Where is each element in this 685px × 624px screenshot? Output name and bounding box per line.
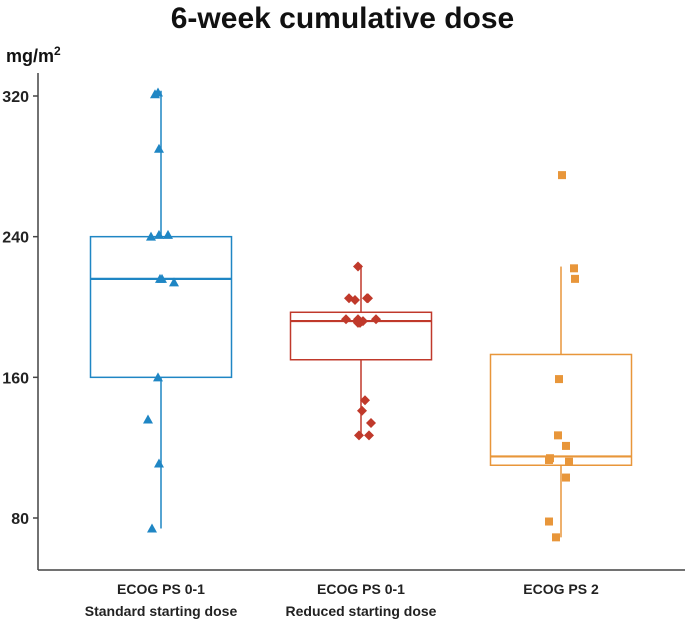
x-category-label-line1: ECOG PS 0-1 <box>117 581 205 597</box>
data-point-triangle <box>153 87 163 97</box>
data-point-diamond <box>354 430 364 441</box>
data-point-square <box>562 473 570 482</box>
data-point-triangle <box>147 523 157 533</box>
data-point-square <box>571 274 579 283</box>
y-tick-label: 160 <box>2 370 29 387</box>
data-point-triangle <box>169 277 179 287</box>
data-point-diamond <box>363 293 373 304</box>
x-category-label-line2: Reduced starting dose <box>286 603 437 619</box>
iqr-box <box>289 311 433 361</box>
x-category-label-line2: Standard starting dose <box>85 603 238 619</box>
data-point-diamond <box>364 430 374 441</box>
iqr-box <box>489 353 633 467</box>
box-group <box>489 171 633 542</box>
data-point-triangle <box>146 231 156 241</box>
y-tick-label: 80 <box>11 511 29 528</box>
box-group <box>89 87 233 533</box>
y-axis-unit-label: mg/m2 <box>6 44 61 67</box>
data-point-square <box>546 454 554 463</box>
data-point-square <box>552 533 560 542</box>
data-point-square <box>554 431 562 440</box>
box-group <box>289 261 433 441</box>
data-point-triangle <box>143 414 153 424</box>
data-point-diamond <box>353 317 363 328</box>
y-tick-label: 320 <box>2 89 29 106</box>
data-point-triangle <box>163 229 173 239</box>
data-point-triangle <box>153 372 163 382</box>
x-category-label-line1: ECOG PS 2 <box>523 581 599 597</box>
data-point-diamond <box>366 418 376 429</box>
chart-title: 6-week cumulative dose <box>170 2 515 35</box>
iqr-box <box>89 235 233 379</box>
data-point-diamond <box>353 261 363 272</box>
data-point-triangle <box>154 458 164 468</box>
data-point-square <box>558 171 566 180</box>
x-category-label-line1: ECOG PS 0-1 <box>317 581 405 597</box>
data-point-diamond <box>341 314 351 325</box>
data-point-triangle <box>157 273 167 283</box>
data-point-square <box>565 457 573 466</box>
data-point-square <box>545 517 553 526</box>
data-point-square <box>555 375 563 384</box>
y-tick-label: 240 <box>2 230 29 247</box>
data-point-diamond <box>371 314 381 325</box>
data-point-triangle <box>154 229 164 239</box>
data-point-square <box>570 264 578 273</box>
data-point-square <box>562 441 570 450</box>
data-point-diamond <box>360 395 370 406</box>
y-axis-unit: mg/m <box>6 46 55 66</box>
y-axis-unit-exponent: 2 <box>54 44 61 58</box>
data-point-diamond <box>357 405 367 416</box>
data-point-diamond <box>350 294 360 305</box>
data-point-triangle <box>154 143 164 153</box>
